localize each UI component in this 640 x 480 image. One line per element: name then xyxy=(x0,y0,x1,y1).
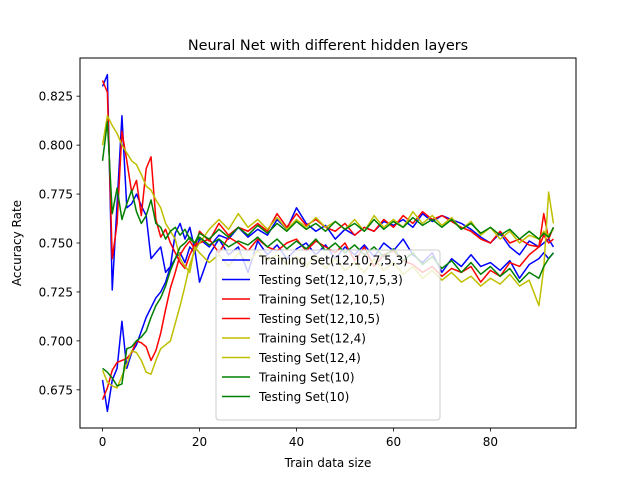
legend-label-3: Training Set(12,10,5) xyxy=(258,293,385,307)
y-tick-label: 0.825 xyxy=(39,90,73,104)
y-tick-label: 0.800 xyxy=(39,139,73,153)
x-tick-label: 80 xyxy=(483,435,498,449)
y-axis: 0.675 0.700 0.725 0.750 0.775 0.800 0.825 xyxy=(39,90,80,397)
y-axis-label: Accuracy Rate xyxy=(10,200,24,286)
x-tick-label: 0 xyxy=(99,435,107,449)
plot-lines xyxy=(101,73,555,413)
x-tick-label: 20 xyxy=(192,435,207,449)
x-tick-label: 40 xyxy=(289,435,304,449)
x-tick-label: 60 xyxy=(386,435,401,449)
series-line-3 xyxy=(101,80,555,283)
y-tick-label: 0.675 xyxy=(39,383,73,397)
x-axis-label: Train data size xyxy=(284,456,372,470)
chart-title: Neural Net with different hidden layers xyxy=(188,38,468,54)
legend-label-6: Testing Set(12,4) xyxy=(258,351,361,365)
legend-frame xyxy=(215,249,441,421)
y-tick-label: 0.750 xyxy=(39,237,73,251)
legend-label-5: Training Set(12,4) xyxy=(258,332,366,346)
x-axis: 0 20 40 60 80 xyxy=(99,428,498,449)
y-tick-label: 0.700 xyxy=(39,334,73,348)
legend-label-8: Testing Set(10) xyxy=(258,390,349,404)
series-line-7 xyxy=(101,120,555,283)
legend-label-7: Training Set(10) xyxy=(258,371,355,385)
legend-label-1: Training Set(12,10,7,5,3) xyxy=(258,254,408,268)
y-tick-label: 0.725 xyxy=(39,285,73,299)
legend-label-2: Testing Set(12,10,7,5,3) xyxy=(258,273,403,287)
series-line-8 xyxy=(102,216,555,387)
legend-label-4: Testing Set(12,10,5) xyxy=(258,312,380,326)
series-line-4 xyxy=(101,210,554,400)
y-tick-label: 0.775 xyxy=(39,188,73,202)
legend: Training Set(12,10,7,5,3) Testing Set(12,… xyxy=(215,249,441,421)
